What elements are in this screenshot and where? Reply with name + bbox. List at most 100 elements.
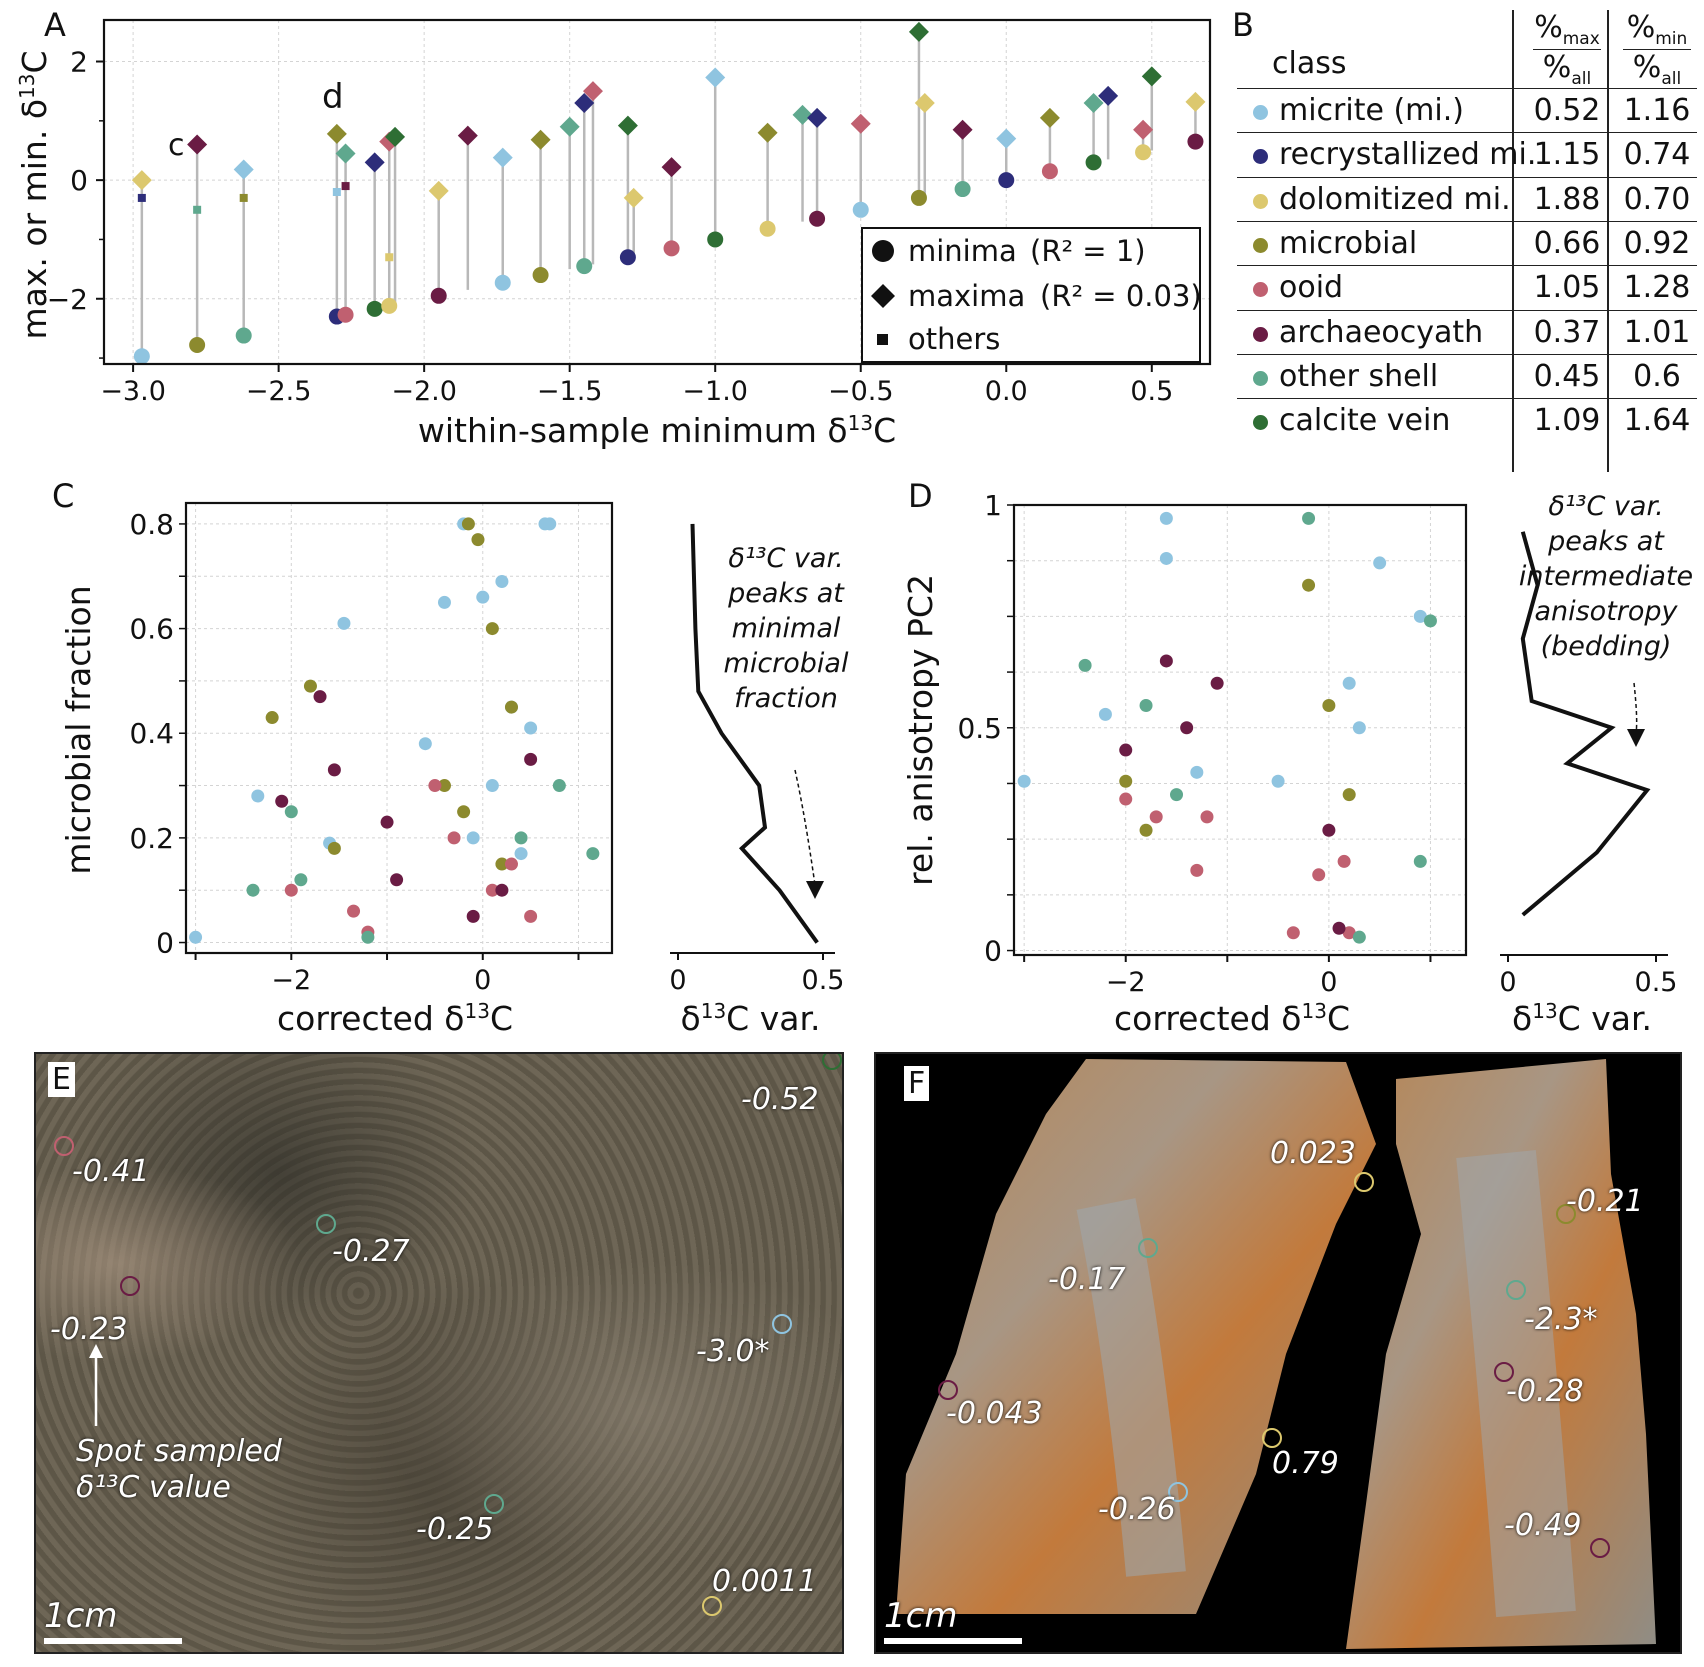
pct-max: 0.66 [1533,225,1601,261]
data-point [1159,551,1173,565]
data-point [1180,721,1194,735]
data-point [495,574,509,588]
data-point [471,533,485,547]
table-row: recrystallized mi. 1.15 0.74 [1237,132,1697,181]
panel-e-scale-label: 1cm [44,1596,118,1636]
data-point [1342,676,1356,690]
other-point [332,188,341,196]
maximum-point [1185,91,1206,112]
note-arrow-head [806,881,824,899]
x-tick-label: −1.0 [682,376,748,407]
data-point [361,930,375,944]
data-point [1302,511,1316,525]
data-point [294,873,308,887]
data-point [1119,792,1133,806]
spot-value-label: -0.26 [1098,1492,1176,1527]
variance-x-tick-label: 0.5 [802,965,845,996]
maximum-point [574,93,595,114]
table-header-max: %max %all [1533,10,1601,89]
maximum-point [131,170,152,191]
y-tick-label: −2 [47,283,88,316]
maximum-point [908,21,929,42]
caption-arrow-icon [89,1344,103,1426]
pct-min: 1.16 [1623,93,1691,128]
data-point [461,517,475,531]
pct-max: 0.52 [1533,93,1601,128]
data-point [390,873,404,887]
panel-c-grid [186,503,612,953]
x-tick-label: −1.5 [537,376,603,407]
panel-d-note: δ¹³C var. peaks at intermediate anisotropy (… [1519,491,1693,747]
table-row: calcite vein 1.09 1.64 [1237,398,1697,447]
note-arrow-line [1633,682,1638,734]
panel-a-xlabel: within-sample minimum δ13C [418,411,896,450]
data-point [524,752,538,766]
pct-min: 0.74 [1623,137,1691,173]
maximum-point [914,93,935,114]
spot-value-label: -0.043 [946,1396,1043,1431]
minimum-point [532,267,549,284]
y-tick-label: 1 [984,489,1002,522]
sample-spot-marker [1262,1428,1282,1448]
panel-c-axes: −2 0 0 0.2 0.4 0.6 0.8 [129,508,580,996]
table-row: micrite (mi.) 0.52 1.16 [1237,88,1697,137]
data-point [457,805,471,819]
panel-d-grid [1014,504,1466,955]
x-tick-label: −0.5 [828,376,894,407]
sample-spot-marker [822,1054,842,1070]
maximum-point [623,187,644,208]
data-point [284,805,298,819]
minimum-point [1085,154,1102,171]
note-line: (bedding) [1541,631,1672,662]
panel-f-letter: F [904,1066,930,1101]
data-point [313,690,327,704]
minimum-point [852,201,869,218]
minimum-point [494,274,511,291]
panel-f-scale-label: 1cm [884,1596,958,1636]
panel-c-xlabel: corrected δ13C [277,999,513,1038]
data-point [1271,774,1285,788]
maximum-point [850,113,871,134]
data-point [514,831,528,845]
table-row: microbial 0.66 0.92 [1237,220,1697,270]
class-color-dot [1253,149,1268,165]
minimum-point [576,258,593,275]
panel-f-scale-bar [884,1638,1022,1644]
panel-d-marks [1017,511,1437,944]
minimum-point [619,249,636,266]
variance-x-tick-label: 0 [1499,967,1516,998]
x-tick-label: −3.0 [100,376,166,407]
panel-a-stems [140,31,1197,357]
legend-minima: minima [908,234,1017,268]
data-point [1286,926,1300,940]
variance-xlabel: δ13C var. [681,999,821,1038]
variance-x-tick-label: 0 [669,965,686,996]
minimum-point [235,327,252,344]
class-name: microbial [1279,225,1418,261]
pct-max: 1.15 [1533,137,1601,173]
legend-maxima: maxima [908,279,1025,313]
panel-b-letter: B [1232,6,1254,44]
spot-value-label: -0.25 [416,1512,494,1547]
maximum-point [233,159,254,180]
maximum-point [1133,119,1154,140]
data-point [1190,863,1204,877]
data-point [251,789,265,803]
variance-line [1520,531,1651,917]
sample-spot-marker [316,1214,336,1234]
note-line: δ¹³C var. [728,543,843,574]
data-point [1423,614,1437,628]
sample-spot-marker [702,1596,722,1616]
pct-min: 0.92 [1623,225,1691,261]
other-point [341,182,350,191]
maximum-point [530,129,551,150]
maximum-point [617,115,638,136]
data-point [586,847,600,861]
data-point [1190,765,1204,779]
class-color-dot [1253,237,1268,253]
class-name: other shell [1279,358,1439,394]
panel-a-legend: minima (R² = 1) maxima (R² = 0.03) other… [861,227,1202,363]
y-tick-label: 0.6 [129,613,174,646]
class-color-dot [1253,282,1268,298]
variance-xlabel: δ13C var. [1512,999,1652,1038]
